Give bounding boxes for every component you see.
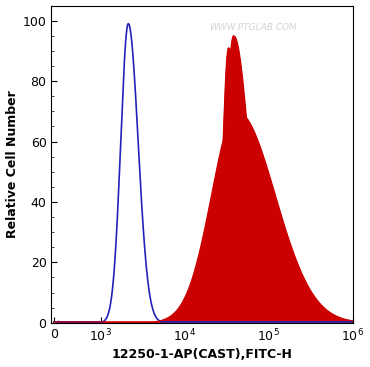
Y-axis label: Relative Cell Number: Relative Cell Number	[6, 90, 18, 238]
X-axis label: 12250-1-AP(CAST),FITC-H: 12250-1-AP(CAST),FITC-H	[112, 348, 293, 361]
Text: WWW.PTGLAB.COM: WWW.PTGLAB.COM	[209, 23, 297, 32]
